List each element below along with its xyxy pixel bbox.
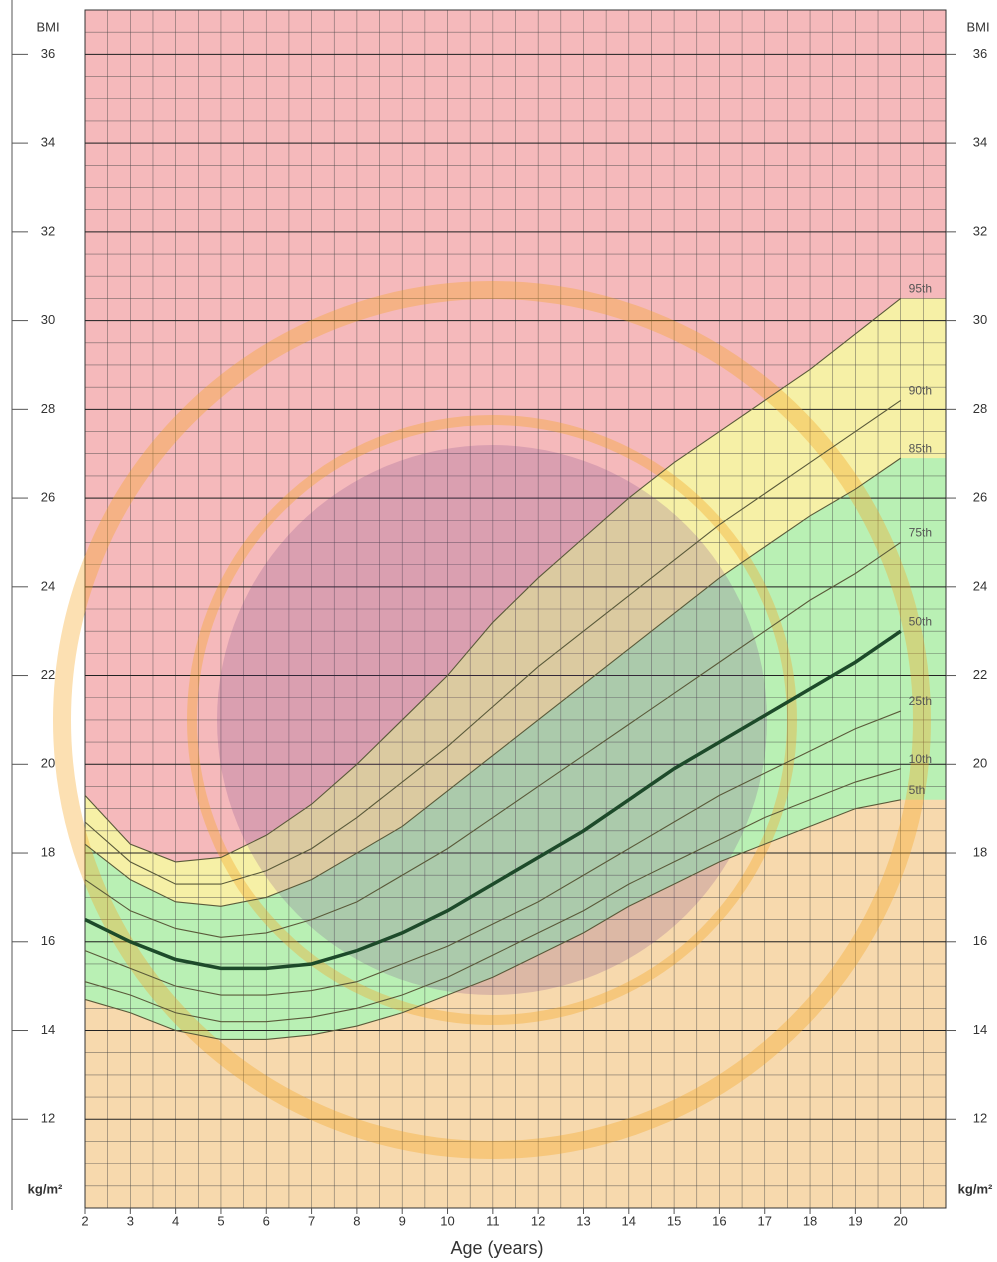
y-tick-label: 14 <box>41 1022 55 1037</box>
percentile-label: 50th <box>909 614 932 628</box>
y-tick-label: 36 <box>41 46 55 61</box>
x-tick-label: 13 <box>576 1213 590 1228</box>
x-tick-label: 10 <box>440 1213 454 1228</box>
y-tick-label: 32 <box>41 223 55 238</box>
percentile-label: 85th <box>909 441 932 455</box>
y-unit-top-left: BMI <box>36 19 59 34</box>
y-tick-label: 12 <box>41 1111 55 1126</box>
y-tick-label-right: 16 <box>973 933 987 948</box>
x-tick-label: 15 <box>667 1213 681 1228</box>
x-tick-label: 3 <box>127 1213 134 1228</box>
y-unit-bottom-right: kg/m² <box>958 1181 993 1196</box>
y-tick-label: 30 <box>41 312 55 327</box>
page: {"chart_data": { "type": "line", "y_unit… <box>0 0 997 1262</box>
y-tick-label: 16 <box>41 933 55 948</box>
y-tick-label-right: 36 <box>973 46 987 61</box>
y-unit-bottom-left: kg/m² <box>28 1181 63 1196</box>
y-tick-label-right: 30 <box>973 312 987 327</box>
x-tick-label: 18 <box>803 1213 817 1228</box>
percentile-label: 10th <box>909 752 932 766</box>
x-tick-label: 17 <box>758 1213 772 1228</box>
y-tick-label-right: 34 <box>973 135 987 150</box>
y-tick-label-right: 20 <box>973 756 987 771</box>
y-tick-label-right: 32 <box>973 223 987 238</box>
chart: 95th90th85th75th50th25th10th5th BMI BMI … <box>0 0 997 1262</box>
y-unit-top-right: BMI <box>966 19 989 34</box>
watermark <box>62 290 922 1150</box>
y-tick-label: 26 <box>41 490 55 505</box>
y-tick-label-right: 24 <box>973 578 987 593</box>
x-tick-label: 12 <box>531 1213 545 1228</box>
x-tick-label: 2 <box>81 1213 88 1228</box>
watermark-disc <box>217 445 767 995</box>
y-tick-label: 20 <box>41 756 55 771</box>
x-tick-label: 9 <box>399 1213 406 1228</box>
y-tick-label-right: 18 <box>973 844 987 859</box>
x-tick-label: 14 <box>622 1213 636 1228</box>
y-tick-label: 28 <box>41 401 55 416</box>
percentile-label: 90th <box>909 384 932 398</box>
x-tick-label: 6 <box>263 1213 270 1228</box>
x-tick-label: 5 <box>217 1213 224 1228</box>
y-tick-label: 24 <box>41 578 55 593</box>
percentile-label: 25th <box>909 694 932 708</box>
percentile-label: 75th <box>909 526 932 540</box>
x-tick-label: 11 <box>486 1213 500 1228</box>
y-tick-label-right: 28 <box>973 401 987 416</box>
y-tick-label: 18 <box>41 844 55 859</box>
x-tick-label: 7 <box>308 1213 315 1228</box>
y-tick-label-right: 22 <box>973 667 987 682</box>
x-axis-label: Age (years) <box>450 1238 543 1258</box>
x-tick-label: 16 <box>712 1213 726 1228</box>
x-tick-label: 20 <box>893 1213 907 1228</box>
y-tick-label-right: 14 <box>973 1022 987 1037</box>
y-tick-label-right: 12 <box>973 1111 987 1126</box>
y-tick-label: 34 <box>41 135 55 150</box>
percentile-label: 95th <box>909 282 932 296</box>
x-tick-label: 19 <box>848 1213 862 1228</box>
x-tick-label: 4 <box>172 1213 179 1228</box>
y-tick-label-right: 26 <box>973 490 987 505</box>
x-tick-label: 8 <box>353 1213 360 1228</box>
percentile-label: 5th <box>909 783 926 797</box>
y-tick-label: 22 <box>41 667 55 682</box>
